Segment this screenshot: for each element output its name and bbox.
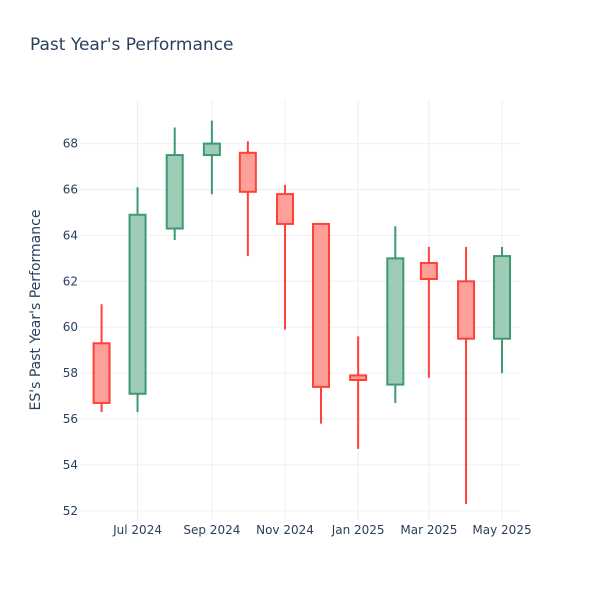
candle-body	[128, 213, 147, 395]
y-tick-label: 64	[63, 228, 78, 242]
x-tick-label: May 2025	[472, 523, 531, 537]
candle	[202, 120, 221, 195]
candle	[276, 184, 295, 330]
candle-body	[311, 222, 330, 388]
candle	[128, 187, 147, 413]
y-axis-ticks: 52 54 56 58 60 62 64 66 68	[63, 137, 78, 518]
y-tick-label: 52	[63, 504, 78, 518]
chart-title: Past Year's Performance	[30, 35, 234, 55]
candle	[349, 336, 368, 449]
x-tick-label: Sep 2024	[183, 523, 240, 537]
y-tick-label: 62	[63, 274, 78, 288]
x-tick-label: Mar 2025	[400, 523, 457, 537]
candle	[311, 222, 330, 424]
candle	[457, 246, 476, 504]
candle-body	[202, 142, 221, 157]
y-tick-label: 60	[63, 320, 78, 334]
candle-body	[92, 342, 111, 404]
x-tick-label: Jul 2024	[112, 523, 162, 537]
y-tick-label: 58	[63, 366, 78, 380]
candle-body	[493, 255, 512, 340]
candle	[238, 141, 257, 257]
candles	[92, 120, 512, 504]
y-tick-label: 68	[63, 137, 78, 151]
x-axis-ticks: Jul 2024 Sep 2024 Nov 2024 Jan 2025 Mar 2025…	[112, 523, 531, 537]
candle	[92, 304, 111, 413]
y-tick-label: 56	[63, 412, 78, 426]
candle-body	[349, 374, 368, 382]
candle	[419, 246, 438, 378]
candle-body	[238, 151, 257, 193]
candle	[165, 127, 184, 240]
x-tick-label: Jan 2025	[331, 523, 385, 537]
candle	[493, 246, 512, 374]
candle-body	[276, 193, 295, 225]
candle-body	[165, 154, 184, 230]
y-tick-label: 66	[63, 183, 78, 197]
candle-body	[419, 261, 438, 281]
x-tick-label: Nov 2024	[256, 523, 314, 537]
candle-body	[457, 280, 476, 340]
candle-body	[386, 257, 405, 386]
candle	[386, 226, 405, 403]
y-tick-label: 54	[63, 458, 78, 472]
y-axis-label: ES's Past Year's Performance	[28, 210, 44, 411]
